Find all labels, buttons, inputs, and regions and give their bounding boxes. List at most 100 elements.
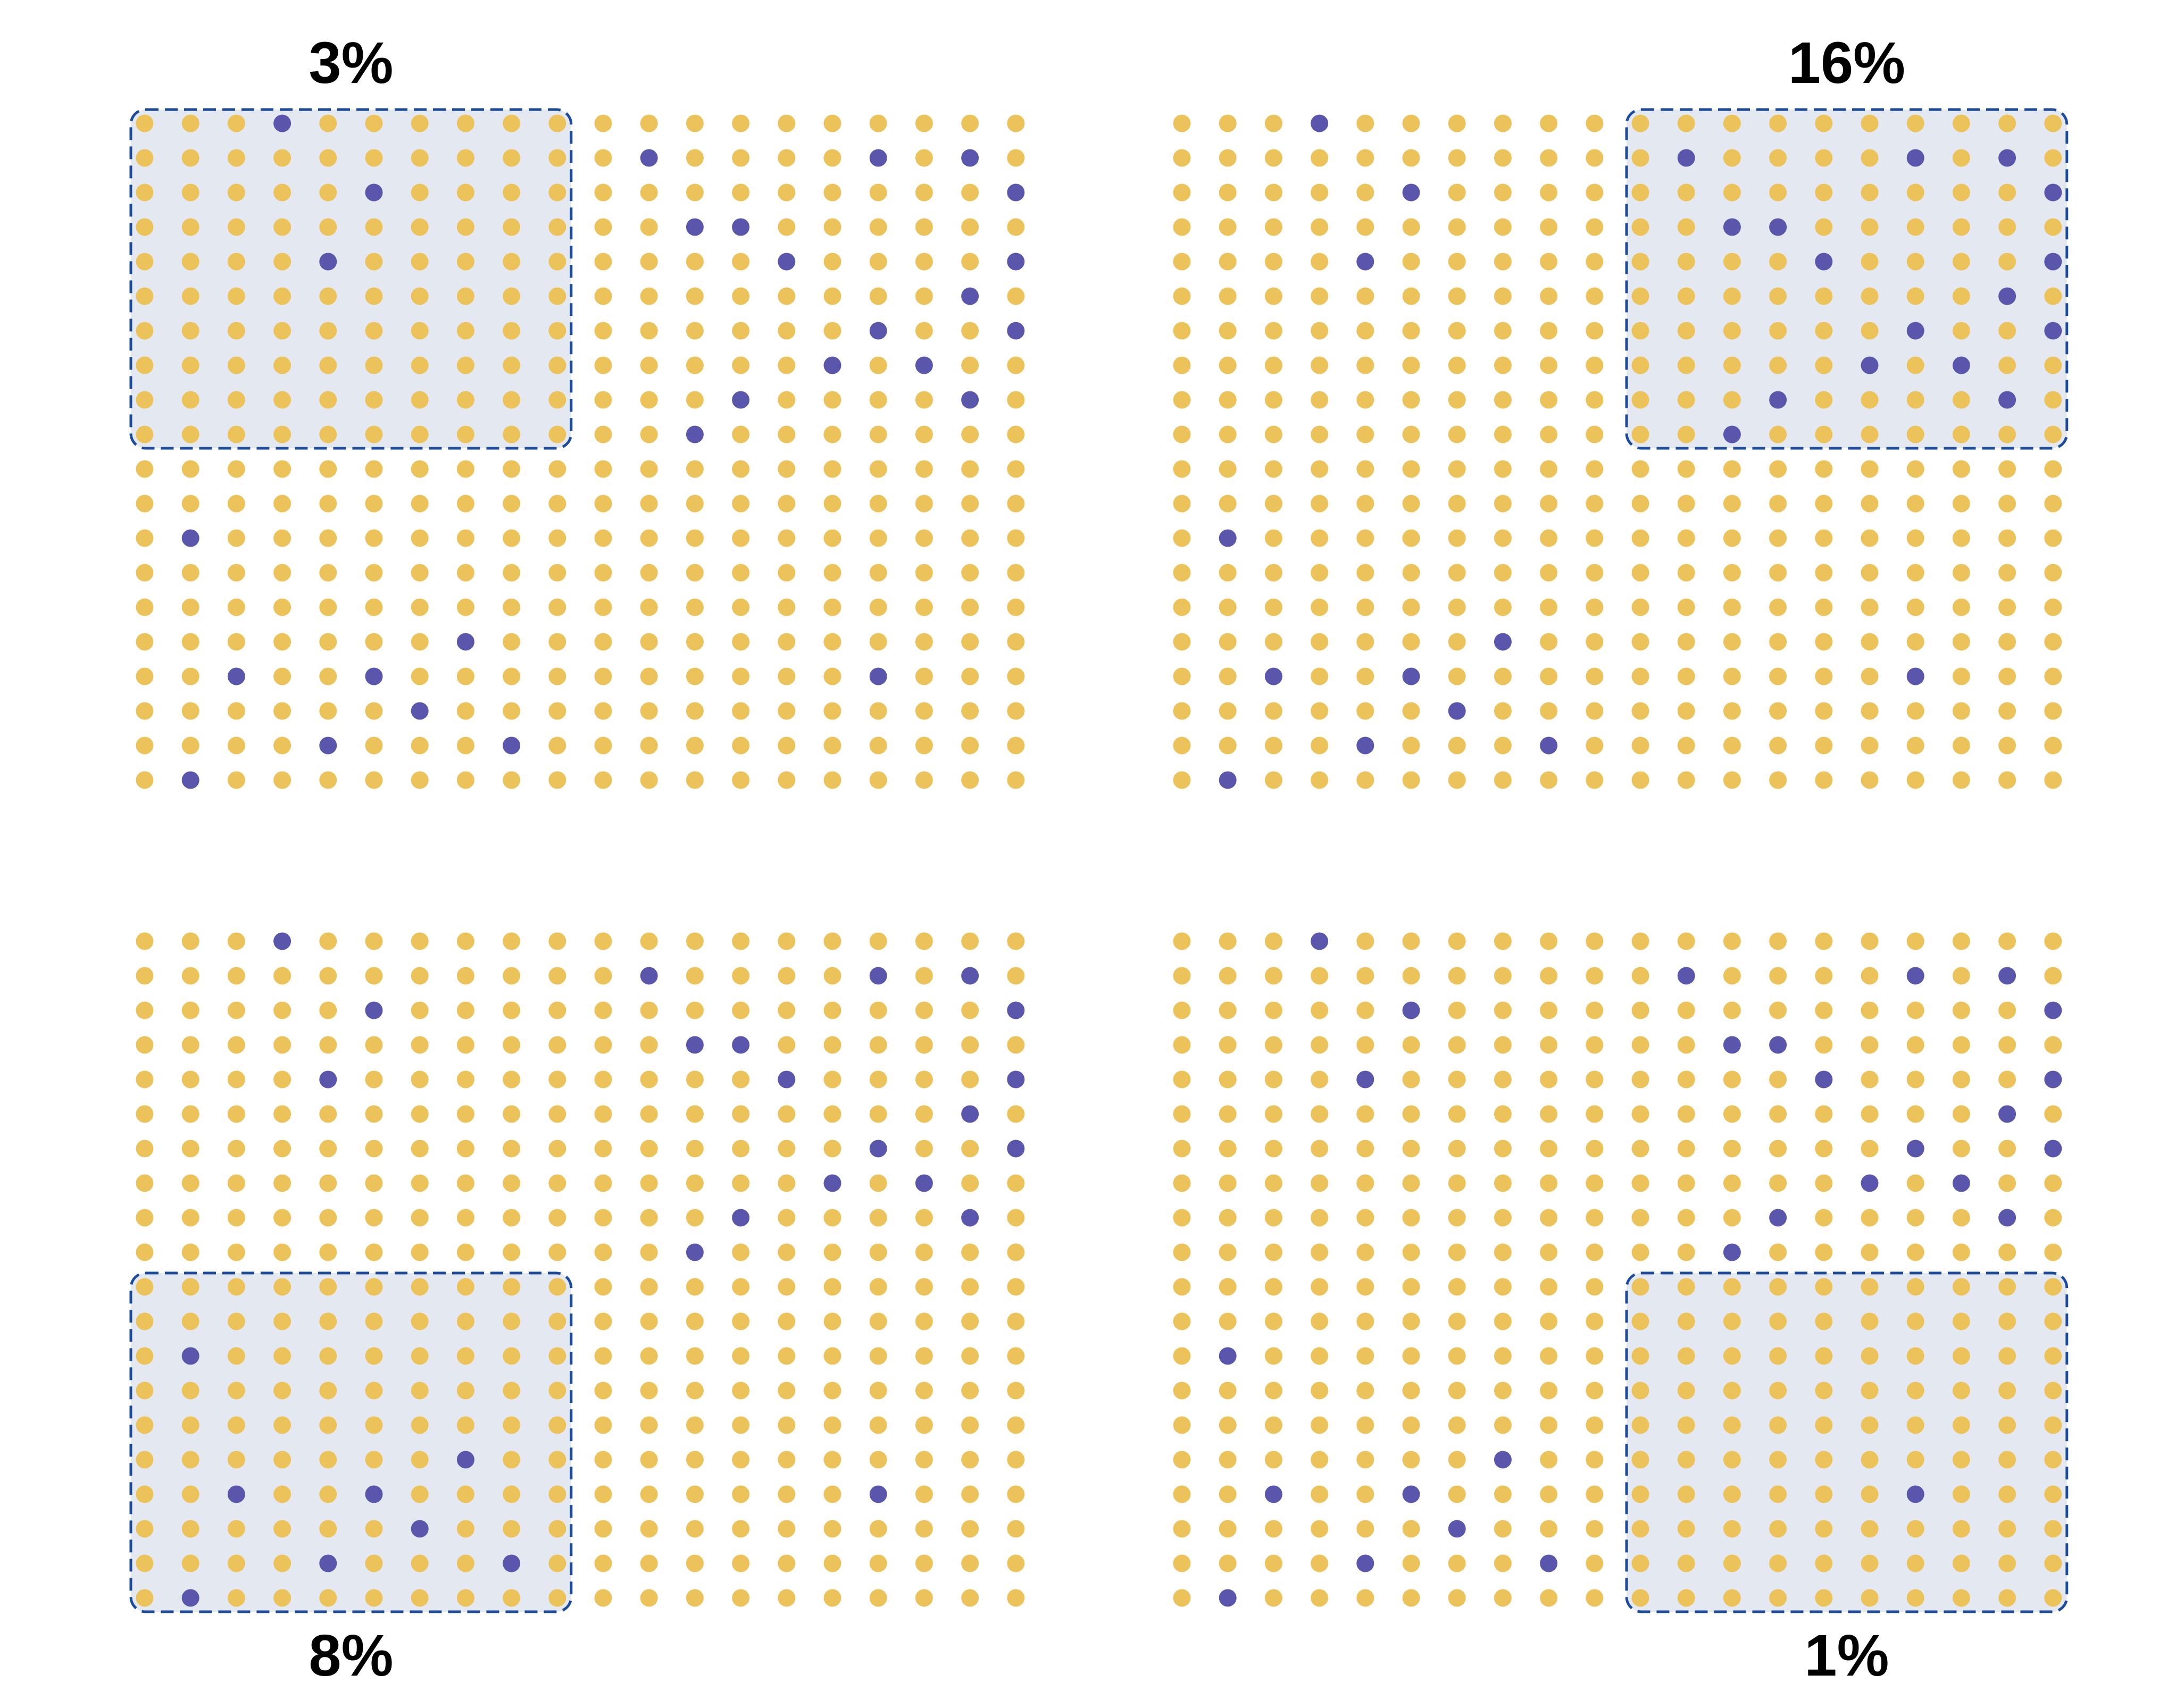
dot-majority (411, 1554, 429, 1572)
dot-majority (915, 322, 933, 340)
dot-majority (1906, 460, 1924, 478)
dot-majority (778, 667, 796, 685)
dot-majority (1007, 460, 1025, 478)
dot-minority (1540, 1554, 1558, 1572)
dot-majority (1540, 149, 1558, 167)
dot-majority (1494, 1105, 1512, 1123)
dot-majority (456, 495, 474, 513)
dot-majority (273, 322, 291, 340)
dot-majority (1402, 702, 1420, 720)
dot-majority (1861, 218, 1879, 236)
dot-majority (686, 1347, 704, 1365)
dot-minority (732, 1209, 750, 1227)
dot-majority (503, 1140, 521, 1158)
dot-majority (456, 736, 474, 755)
dot-majority (640, 322, 658, 340)
dot-majority (1173, 1278, 1191, 1296)
dot-majority (594, 114, 612, 132)
dot-majority (1311, 667, 1329, 685)
dot-majority (1494, 667, 1512, 685)
dot-majority (503, 1520, 521, 1538)
dot-majority (1494, 1174, 1512, 1192)
dot-majority (227, 322, 245, 340)
dot-majority (686, 667, 704, 685)
dot-majority (1264, 114, 1282, 132)
dot-majority (227, 1001, 245, 1019)
dot-majority (869, 1520, 887, 1538)
dot-majority (640, 736, 658, 755)
dot-majority (1007, 1278, 1025, 1296)
dot-minority (2044, 1140, 2062, 1158)
dot-majority (915, 1070, 933, 1089)
dot-majority (1998, 183, 2016, 202)
dot-majority (594, 771, 612, 789)
dot-majority (1998, 1140, 2016, 1158)
dot-majority (1448, 322, 1466, 340)
dot-majority (1723, 633, 1741, 651)
dot-majority (1586, 633, 1604, 651)
dot-majority (1264, 1070, 1282, 1089)
dot-majority (732, 322, 750, 340)
dot-majority (778, 1589, 796, 1607)
dot-majority (503, 1174, 521, 1192)
dot-majority (1448, 218, 1466, 236)
dot-majority (456, 149, 474, 167)
dot-majority (456, 1070, 474, 1089)
dot-majority (319, 667, 337, 685)
dot-majority (1448, 1243, 1466, 1261)
dot-majority (227, 495, 245, 513)
dot-majority (961, 495, 979, 513)
dot-majority (915, 1554, 933, 1572)
dot-majority (365, 425, 383, 443)
dot-majority (503, 1278, 521, 1296)
dot-majority (1007, 1382, 1025, 1400)
dot-majority (1173, 1589, 1191, 1607)
dot-majority (273, 1416, 291, 1434)
dot-majority (319, 1105, 337, 1123)
dot-majority (365, 1105, 383, 1123)
dot-minority (686, 218, 704, 236)
dot-majority (1769, 667, 1787, 685)
dot-majority (1173, 1105, 1191, 1123)
dot-majority (548, 1140, 566, 1158)
dot-majority (961, 322, 979, 340)
dot-minority (1998, 391, 2016, 409)
dot-majority (1631, 460, 1649, 478)
dot-majority (1723, 1209, 1741, 1227)
dot-majority (2044, 495, 2062, 513)
dot-majority (778, 529, 796, 547)
dot-majority (503, 356, 521, 374)
dot-majority (1586, 287, 1604, 305)
dot-majority (1402, 529, 1420, 547)
dot-majority (1540, 1451, 1558, 1469)
dot-majority (732, 667, 750, 685)
dot-majority (1723, 1589, 1741, 1607)
dot-majority (2044, 564, 2062, 582)
dot-majority (1311, 1070, 1329, 1089)
dot-majority (1540, 1036, 1558, 1054)
dot-majority (181, 1520, 199, 1538)
dot-majority (1631, 1140, 1649, 1158)
dot-majority (1540, 1070, 1558, 1089)
dot-majority (1677, 391, 1695, 409)
dot-majority (1998, 114, 2016, 132)
dot-majority (319, 633, 337, 651)
dot-majority (1219, 287, 1237, 305)
dot-majority (181, 425, 199, 443)
dot-majority (1952, 529, 1970, 547)
dot-majority (1402, 356, 1420, 374)
dot-majority (823, 736, 841, 755)
dot-majority (1998, 356, 2016, 374)
dot-majority (1586, 391, 1604, 409)
dot-majority (548, 287, 566, 305)
dot-majority (273, 564, 291, 582)
dot-majority (548, 391, 566, 409)
dot-majority (1356, 460, 1374, 478)
dot-majority (319, 356, 337, 374)
dot-majority (1402, 391, 1420, 409)
dot-majority (1448, 495, 1466, 513)
dot-majority (411, 736, 429, 755)
dot-majority (1906, 425, 1924, 443)
dot-majority (823, 1105, 841, 1123)
